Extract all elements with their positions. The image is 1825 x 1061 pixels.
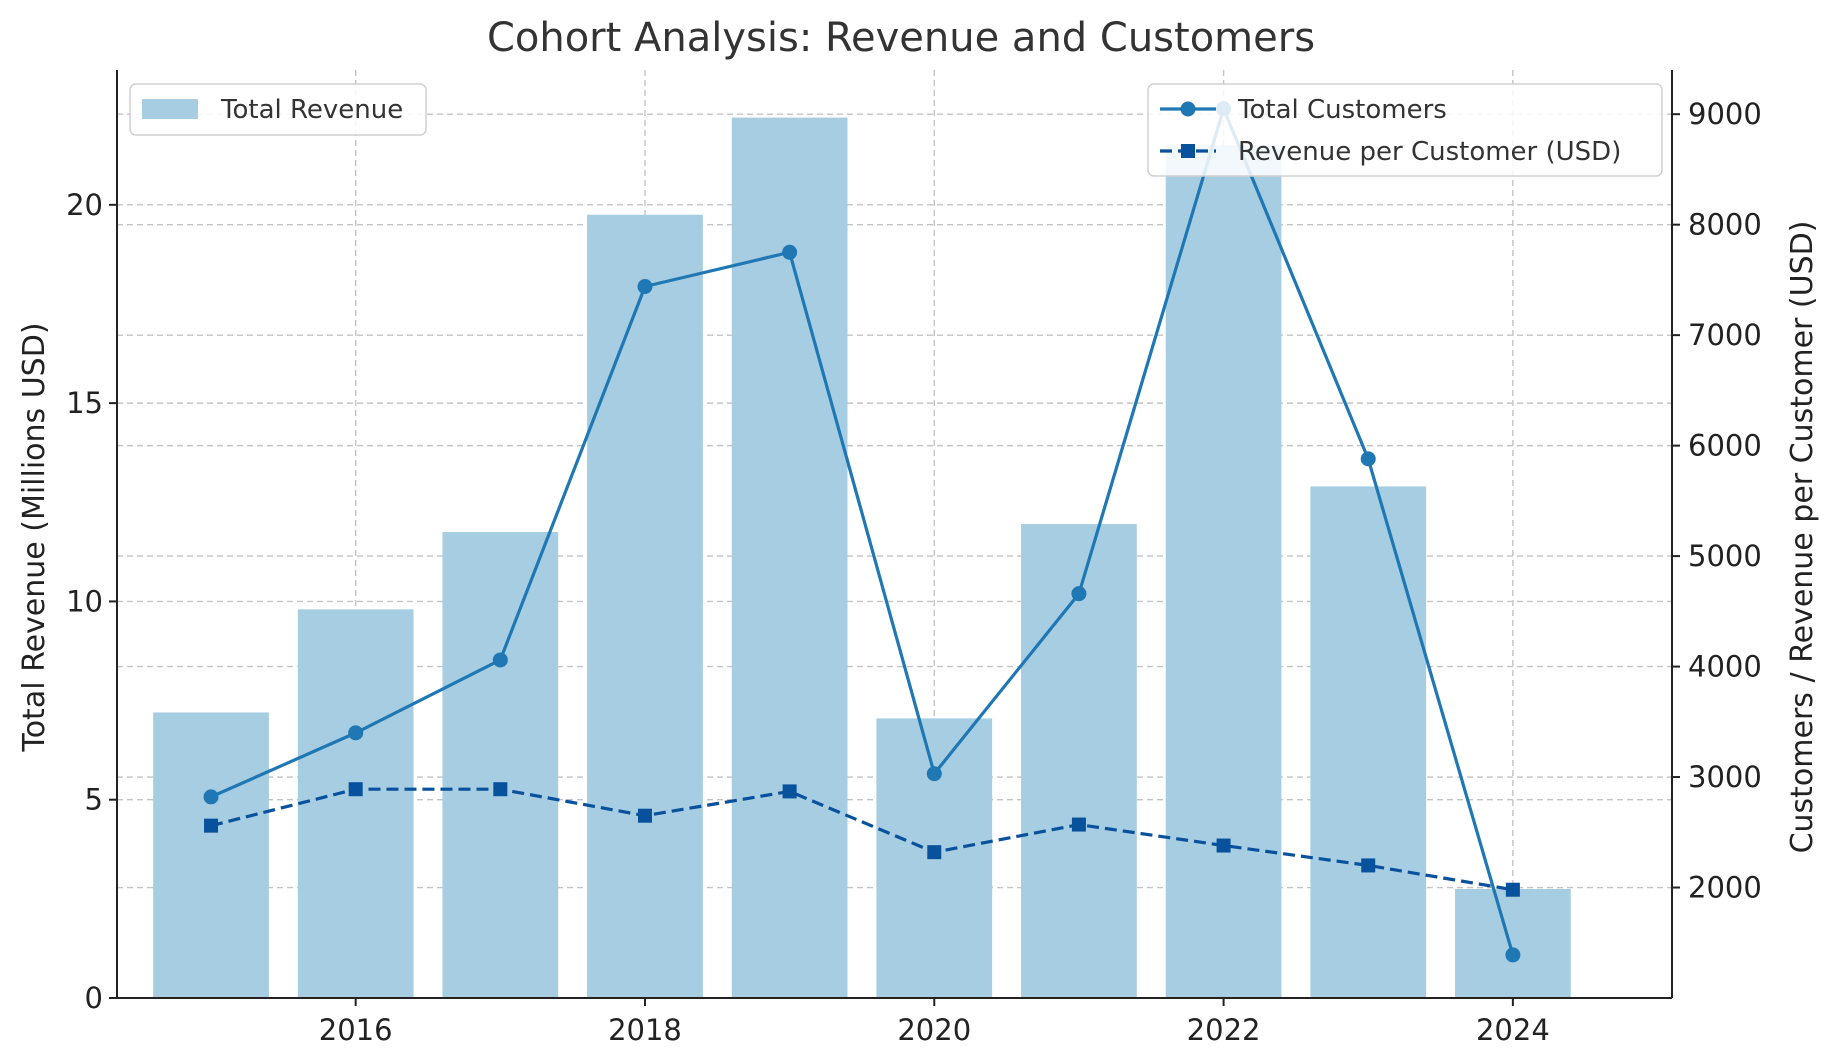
revenue-per-customer-point — [1505, 882, 1520, 897]
customers-point — [348, 725, 364, 741]
revenue-per-customer-point — [348, 782, 363, 797]
x-tick-label: 2024 — [1476, 1013, 1550, 1047]
chart-title: Cohort Analysis: Revenue and Customers — [487, 15, 1315, 61]
legends: Total Revenue Total Customers Revenue per … — [129, 83, 1663, 177]
x-tick-label: 2020 — [897, 1013, 971, 1047]
revenue-per-customer-point — [204, 818, 219, 833]
y-right-tick-label: 3000 — [1688, 760, 1762, 794]
revenue-bar — [442, 532, 559, 998]
revenue-bar — [1165, 145, 1282, 998]
line-series — [203, 101, 1521, 963]
revenue-per-customer-point — [927, 845, 942, 860]
y-right-tick-label: 6000 — [1688, 429, 1762, 463]
legend-revenue-swatch — [142, 99, 198, 119]
revenue-per-customer-point — [637, 808, 652, 823]
revenue-per-customer-point — [1071, 817, 1086, 832]
revenue-per-customer-line — [210, 787, 1514, 892]
y-left-tick-label: 0 — [85, 981, 103, 1015]
bar-series — [153, 117, 1571, 999]
revenue-bar — [1455, 888, 1571, 998]
revenue-bar — [587, 214, 703, 998]
revenue-per-customer-point — [1361, 858, 1376, 873]
legend-customers-label: Total Customers — [1237, 95, 1447, 125]
customers-point — [926, 766, 942, 782]
x-tick-label: 2016 — [319, 1013, 393, 1047]
x-tick-label: 2018 — [608, 1013, 682, 1047]
y-right-tick-label: 4000 — [1688, 650, 1762, 684]
revenue-bar — [297, 609, 414, 998]
legend-rpc-marker — [1181, 144, 1195, 158]
tick-labels: 2016 2018 2020 2022 2024 0 5 10 15 20 2000 3000 4000… — [66, 97, 1762, 1047]
customers-point — [637, 279, 653, 295]
y-right-tick-label: 9000 — [1688, 97, 1762, 131]
customers-point — [492, 652, 508, 668]
y-right-tick-label: 8000 — [1688, 208, 1762, 242]
revenue-bar — [1310, 486, 1427, 998]
revenue-bar — [1021, 524, 1137, 998]
revenue-bar — [153, 712, 269, 998]
y-right-tick-label: 5000 — [1688, 539, 1762, 573]
legend-customers-marker — [1180, 101, 1196, 117]
revenue-per-customer-point — [1216, 838, 1231, 853]
legend-rpc-label: Revenue per Customer (USD) — [1238, 137, 1621, 167]
y-left-tick-label: 10 — [66, 584, 103, 618]
y-left-tick-label: 5 — [85, 783, 103, 817]
revenue-bar — [731, 117, 848, 999]
customers-point — [1360, 451, 1376, 467]
y-left-tick-label: 15 — [66, 386, 103, 420]
revenue-per-customer-point — [782, 784, 797, 799]
legend-left-box — [129, 83, 427, 136]
revenue-per-customer-point — [493, 782, 508, 797]
customers-point — [1071, 586, 1087, 602]
customers-point — [203, 789, 219, 805]
legend-revenue-label: Total Revenue — [220, 95, 403, 125]
y-axis-left-label: Total Revenue (Millions USD) — [17, 322, 52, 752]
y-right-tick-label: 7000 — [1688, 318, 1762, 352]
customers-point — [1505, 947, 1521, 963]
x-tick-label: 2022 — [1187, 1013, 1261, 1047]
legend-right-box — [1147, 83, 1663, 177]
y-left-tick-label: 20 — [66, 188, 103, 222]
customers-point — [782, 244, 798, 260]
y-right-tick-label: 2000 — [1688, 871, 1762, 905]
customers-line — [210, 107, 1515, 956]
y-axis-right-label: Customers / Revenue per Customer (USD) — [1785, 221, 1820, 854]
